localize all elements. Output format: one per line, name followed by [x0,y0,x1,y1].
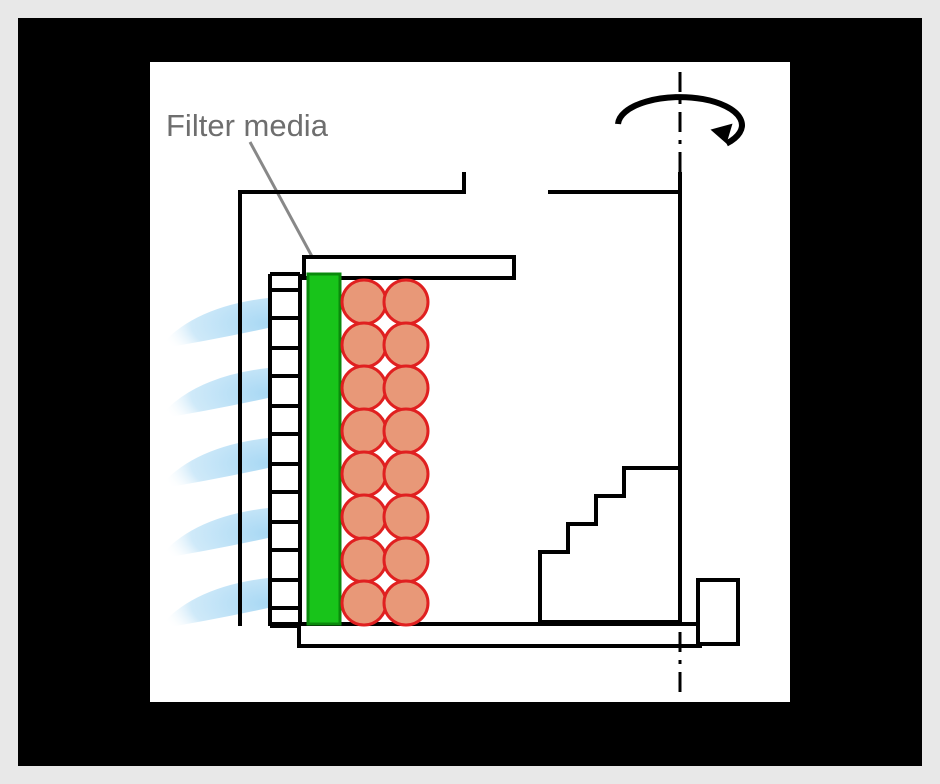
cake-particle [342,366,386,410]
cake-particle [342,280,386,324]
cake-particle [384,452,428,496]
label-pointer [250,142,315,262]
outer-frame: Filter media [18,18,922,766]
flow-jet [158,368,268,419]
cake-particle [384,495,428,539]
diagram-svg [150,62,790,702]
flow-jet [158,438,268,489]
flow-jet [158,298,268,349]
cake-particle [342,581,386,625]
cake-particle [342,409,386,453]
cake-particle [384,581,428,625]
cake-particle [342,495,386,539]
cake-particle [384,280,428,324]
cake-particle [342,538,386,582]
diagram-canvas: Filter media [150,62,790,702]
flow-jet [158,508,268,559]
cake-particle [384,409,428,453]
cake-particle [384,323,428,367]
shaft-end [698,580,738,644]
housing-line [299,624,700,646]
filter-media [308,274,340,624]
cake-particle [384,366,428,410]
cake-particle [342,452,386,496]
cake-particle [342,323,386,367]
stepped-core [540,468,680,622]
flow-jet [158,578,268,629]
cake-particle [384,538,428,582]
